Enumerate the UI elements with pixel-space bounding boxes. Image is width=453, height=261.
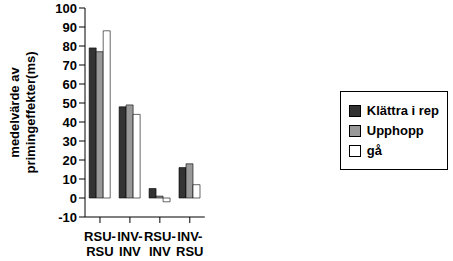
- svg-text:10: 10: [63, 172, 77, 187]
- svg-text:INV-RSU: INV-RSU: [176, 229, 203, 259]
- svg-text:40: 40: [63, 115, 77, 130]
- svg-text:100: 100: [55, 1, 77, 16]
- svg-text:medelvärde avprimingeffekter(m: medelvärde avprimingeffekter(ms): [8, 51, 38, 173]
- svg-text:RSU-INV: RSU-INV: [144, 229, 176, 259]
- svg-text:INV-INV: INV-INV: [117, 229, 142, 259]
- svg-text:60: 60: [63, 77, 77, 92]
- html-text:Upphopp: Upphopp: [366, 123, 424, 138]
- svg-text:80: 80: [63, 39, 77, 54]
- html-text:gå: gå: [366, 143, 382, 158]
- svg-text:30: 30: [63, 134, 77, 149]
- html-text:Klättra i rep: Klättra i rep: [366, 103, 439, 118]
- svg-text:50: 50: [63, 96, 77, 111]
- svg-text:90: 90: [63, 20, 77, 35]
- svg-text:RSU-RSU: RSU-RSU: [84, 229, 116, 259]
- svg-text:70: 70: [63, 58, 77, 73]
- svg-text:0: 0: [70, 191, 77, 206]
- svg-text:20: 20: [63, 153, 77, 168]
- svg-text:-10: -10: [58, 210, 77, 225]
